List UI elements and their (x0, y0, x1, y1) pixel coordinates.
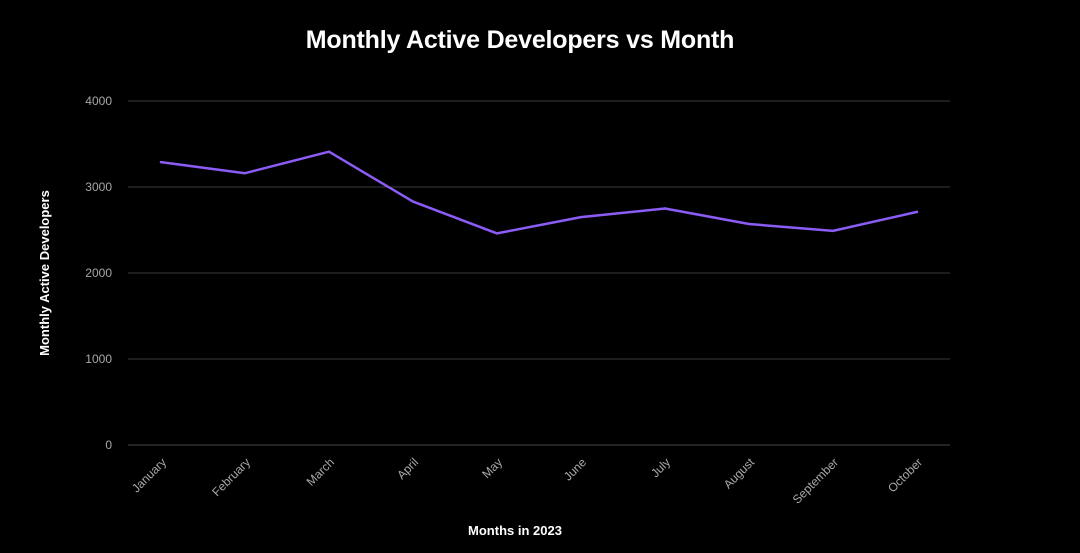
y-tick-label: 3000 (85, 180, 112, 194)
y-tick-label: 0 (105, 438, 112, 452)
y-tick-label: 1000 (85, 352, 112, 366)
series-line-0 (159, 150, 919, 235)
x-axis-label: Months in 2023 (468, 523, 562, 538)
data-point-january (159, 160, 163, 164)
x-tick-label-april: April (394, 455, 421, 482)
x-tick-label-february: February (209, 455, 253, 499)
chart-title: Monthly Active Developers vs Month (305, 26, 735, 54)
data-point-april (411, 200, 415, 203)
y-tick-label: 2000 (85, 266, 112, 280)
data-point-february (243, 172, 247, 175)
series-layer (159, 150, 919, 235)
x-tick-label-august: August (721, 455, 758, 492)
y-tick-label: 4000 (85, 94, 112, 108)
data-point-july (663, 207, 667, 210)
y-axis-ticks: 0 1000 2000 3000 4000 (85, 94, 112, 452)
data-point-june (579, 215, 583, 219)
x-tick-label-may: May (479, 455, 505, 481)
x-tick-label-january: January (129, 455, 169, 495)
x-tick-label-june: June (561, 455, 590, 484)
data-point-august (747, 222, 751, 226)
data-point-september (831, 229, 835, 233)
x-tick-label-september: September (790, 455, 841, 506)
y-axis-label: Monthly Active Developers (37, 190, 52, 356)
x-axis-ticks: January February March April May June July Augu… (129, 455, 925, 507)
gridlines (128, 100, 950, 446)
data-point-october (915, 210, 919, 214)
x-tick-label-october: October (885, 455, 925, 495)
data-point-march (327, 150, 331, 153)
x-tick-label-march: March (304, 455, 337, 488)
data-point-may (495, 232, 499, 235)
x-tick-label-july: July (648, 455, 673, 480)
